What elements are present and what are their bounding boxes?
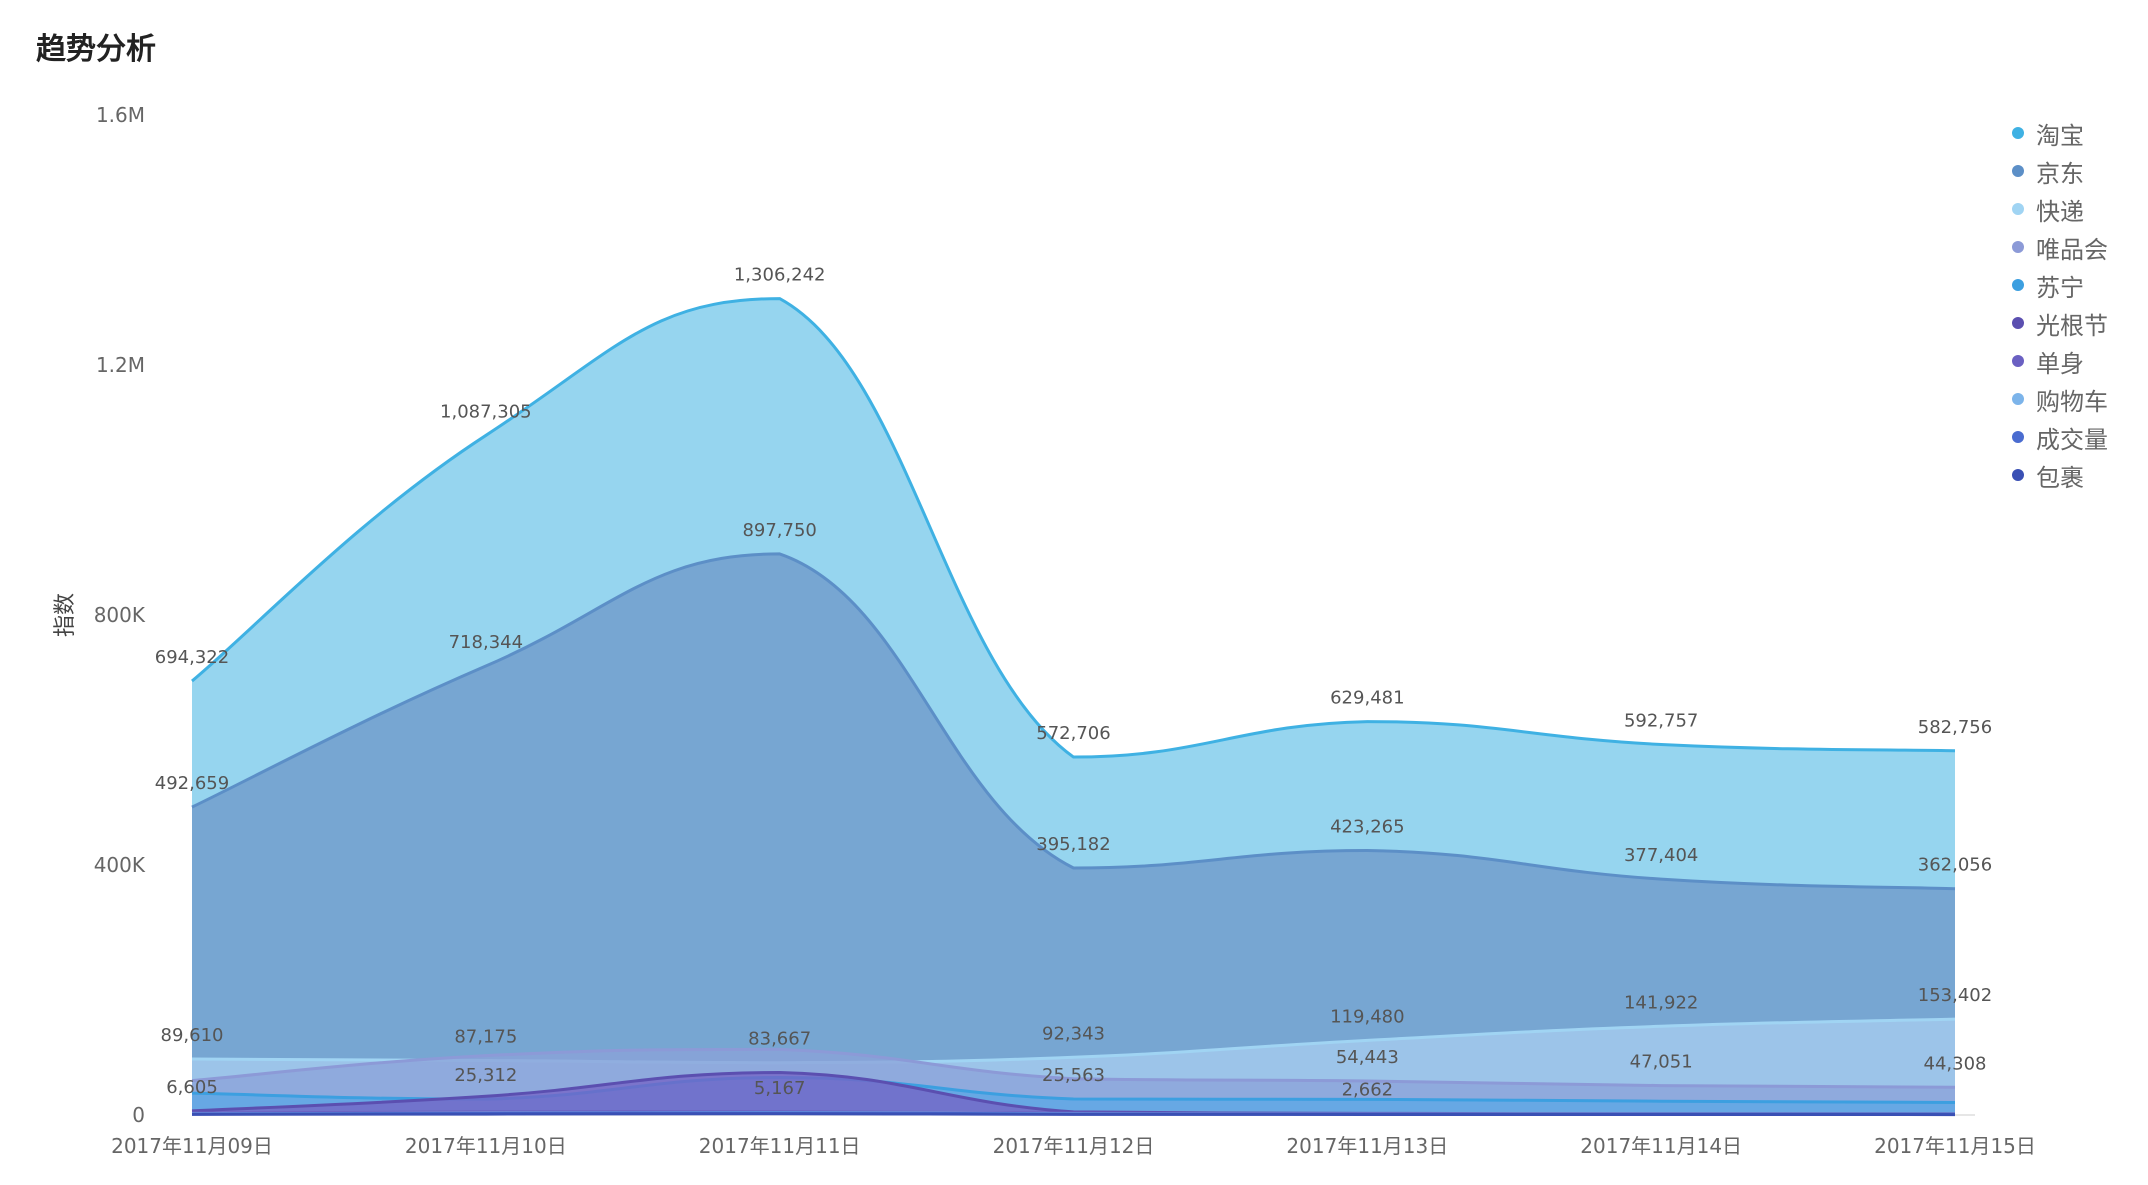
legend-item-9[interactable]: 包裹 [2012, 456, 2108, 494]
x-tick-label: 2017年11月09日 [111, 1134, 273, 1158]
data-label: 423,265 [1330, 816, 1404, 837]
x-tick-label: 2017年11月13日 [1286, 1134, 1448, 1158]
legend-item-2[interactable]: 快递 [2012, 190, 2108, 228]
legend-dot-icon [2012, 165, 2024, 177]
legend-dot-icon [2012, 241, 2024, 253]
data-label: 153,402 [1918, 985, 1992, 1006]
series-area-5 [192, 1072, 1955, 1115]
page-title: 趋势分析 [36, 32, 156, 67]
legend-label: 光根节 [2036, 311, 2108, 340]
data-label: 83,667 [748, 1029, 811, 1050]
legend-label: 成交量 [2036, 425, 2108, 454]
legend-item-8[interactable]: 成交量 [2012, 418, 2108, 456]
legend-dot-icon [2012, 317, 2024, 329]
legend-item-4[interactable]: 苏宁 [2012, 266, 2108, 304]
legend-item-1[interactable]: 京东 [2012, 152, 2108, 190]
data-label: 1,087,305 [440, 401, 532, 422]
data-label: 362,056 [1918, 855, 1992, 876]
legend-dot-icon [2012, 279, 2024, 291]
data-label: 592,757 [1624, 711, 1698, 732]
y-tick-label: 0 [132, 1103, 145, 1127]
legend-dot-icon [2012, 469, 2024, 481]
data-label: 1,306,242 [734, 265, 826, 286]
x-tick-label: 2017年11月15日 [1874, 1134, 2036, 1158]
y-tick-label: 800K [94, 603, 146, 627]
data-label: 629,481 [1330, 688, 1404, 709]
data-label: 54,443 [1336, 1047, 1399, 1068]
data-label: 694,322 [155, 647, 229, 668]
x-tick-label: 2017年11月11日 [699, 1134, 861, 1158]
y-tick-label: 400K [94, 853, 146, 877]
legend-dot-icon [2012, 393, 2024, 405]
y-tick-label: 1.2M [96, 353, 145, 377]
x-tick-label: 2017年11月10日 [405, 1134, 567, 1158]
data-label: 89,610 [161, 1025, 224, 1046]
y-tick-label: 1.6M [96, 103, 145, 127]
legend-label: 唯品会 [2036, 235, 2108, 264]
legend-label: 单身 [2036, 349, 2084, 378]
legend-label: 苏宁 [2036, 273, 2084, 302]
data-label: 141,922 [1624, 992, 1698, 1013]
legend-label: 快递 [2036, 197, 2084, 226]
data-label: 582,756 [1918, 717, 1992, 738]
data-label: 25,563 [1042, 1065, 1105, 1086]
data-label: 5,167 [754, 1078, 806, 1099]
data-label: 492,659 [155, 773, 229, 794]
series-area-1 [192, 553, 1955, 1115]
data-label: 44,308 [1924, 1053, 1987, 1074]
data-label: 572,706 [1036, 723, 1110, 744]
legend-item-5[interactable]: 光根节 [2012, 304, 2108, 342]
legend-label: 购物车 [2036, 387, 2108, 416]
chart-areas [191, 297, 1956, 1117]
data-label: 6,605 [166, 1077, 218, 1098]
data-label: 87,175 [454, 1027, 517, 1048]
x-tick-label: 2017年11月14日 [1580, 1134, 1742, 1158]
series-line-1 [191, 552, 1956, 891]
legend-dot-icon [2012, 355, 2024, 367]
legend-item-0[interactable]: 淘宝 [2012, 114, 2108, 152]
legend-dot-icon [2012, 203, 2024, 215]
data-label: 897,750 [742, 520, 816, 541]
chart-data-labels: 694,322 1,087,305 1,306,242 572,706 629,481 5… [155, 265, 1992, 1101]
legend-dot-icon [2012, 127, 2024, 139]
y-axis-label: 指数 [53, 593, 78, 637]
legend-label: 京东 [2036, 159, 2084, 188]
series-line-0 [191, 297, 1956, 759]
data-label: 2,662 [1342, 1079, 1394, 1100]
series-line-9 [191, 1112, 1956, 1117]
data-label: 395,182 [1036, 834, 1110, 855]
chart-axes: 0 400K 800K 1.2M 1.6M 2017年11月09日 2017年11月10日 2… [94, 103, 2036, 1158]
data-label: 25,312 [454, 1065, 517, 1086]
legend-label: 淘宝 [2036, 121, 2084, 150]
series-line-3 [191, 1047, 1956, 1089]
legend-item-7[interactable]: 购物车 [2012, 380, 2108, 418]
data-label: 47,051 [1630, 1052, 1693, 1073]
data-label: 377,404 [1624, 845, 1698, 866]
legend-dot-icon [2012, 431, 2024, 443]
legend-item-6[interactable]: 单身 [2012, 342, 2108, 380]
legend-label: 包裹 [2036, 463, 2084, 492]
data-label: 718,344 [449, 632, 523, 653]
data-label: 92,343 [1042, 1023, 1105, 1044]
chart-legend: 淘宝京东快递唯品会苏宁光根节单身购物车成交量包裹 [2012, 114, 2108, 494]
data-label: 119,480 [1330, 1006, 1404, 1027]
legend-item-3[interactable]: 唯品会 [2012, 228, 2108, 266]
x-tick-label: 2017年11月12日 [993, 1134, 1155, 1158]
